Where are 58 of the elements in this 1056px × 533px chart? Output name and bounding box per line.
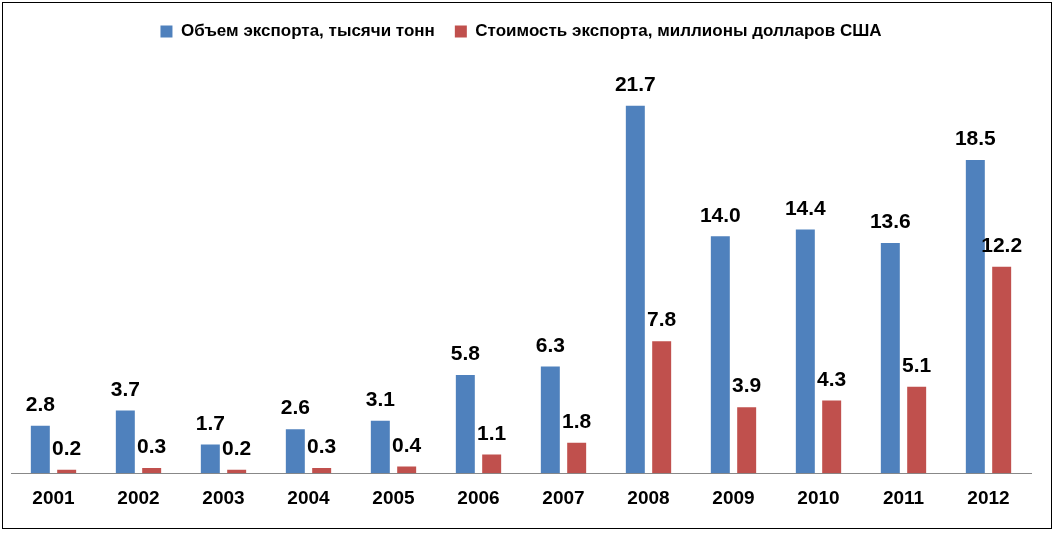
bar [737, 407, 757, 474]
bar [370, 420, 390, 474]
data-label: 1.1 [477, 420, 507, 444]
x-tick-label: 2007 [542, 486, 585, 508]
bar [907, 386, 927, 474]
x-tick-label: 2004 [287, 486, 331, 508]
bar [30, 425, 50, 474]
data-label: 3.7 [110, 376, 140, 400]
x-tick-label: 2001 [32, 486, 76, 508]
bar [397, 466, 417, 474]
data-label: 0.3 [307, 434, 337, 458]
x-tick-label: 2012 [967, 486, 1010, 508]
bar [200, 444, 220, 474]
data-label: 0.2 [222, 436, 252, 460]
bar [540, 366, 560, 474]
data-label: 14.4 [784, 195, 827, 219]
data-label: 4.3 [817, 366, 847, 390]
data-label: 5.1 [902, 353, 932, 377]
x-tick-label: 2009 [712, 486, 755, 508]
bar [880, 242, 900, 474]
x-tick-label: 2002 [117, 486, 160, 508]
bar [312, 468, 332, 474]
data-label: 0.2 [52, 436, 82, 460]
data-label: 21.7 [614, 72, 656, 96]
bar [115, 410, 135, 474]
bar [822, 400, 842, 474]
data-label: 3.9 [732, 373, 762, 397]
x-tick-label: 2011 [882, 486, 925, 508]
bar [992, 266, 1012, 474]
bar [455, 375, 475, 474]
x-tick-label: 2003 [202, 486, 245, 508]
data-label: 18.5 [954, 126, 997, 150]
x-tick-label: 2008 [627, 486, 670, 508]
bar [482, 454, 502, 474]
data-label: 1.8 [562, 409, 592, 433]
data-label: 7.8 [647, 307, 677, 331]
bar [142, 468, 162, 474]
data-label: 14.0 [699, 202, 741, 226]
data-label: 2.8 [25, 392, 56, 416]
data-label: 2.6 [280, 395, 310, 419]
legend-label: Стоимость экспорта, миллионы долларов США [475, 21, 882, 41]
bar [567, 442, 587, 474]
bar [795, 229, 815, 474]
x-tick-label: 2006 [457, 486, 500, 508]
data-label: 3.1 [365, 387, 396, 411]
data-label: 13.6 [869, 209, 911, 233]
x-tick-label: 2010 [797, 486, 840, 508]
data-label: 0.4 [392, 432, 422, 456]
data-label: 1.7 [195, 410, 225, 434]
data-label: 5.8 [450, 341, 481, 365]
data-label: 0.3 [137, 434, 167, 458]
bar [625, 105, 645, 474]
bar [285, 429, 305, 474]
data-label: 6.3 [535, 332, 565, 356]
x-tick-label: 2005 [372, 486, 416, 508]
bar [652, 341, 672, 474]
bar [710, 236, 730, 474]
legend-label: Объем экспорта, тысячи тонн [180, 21, 435, 41]
